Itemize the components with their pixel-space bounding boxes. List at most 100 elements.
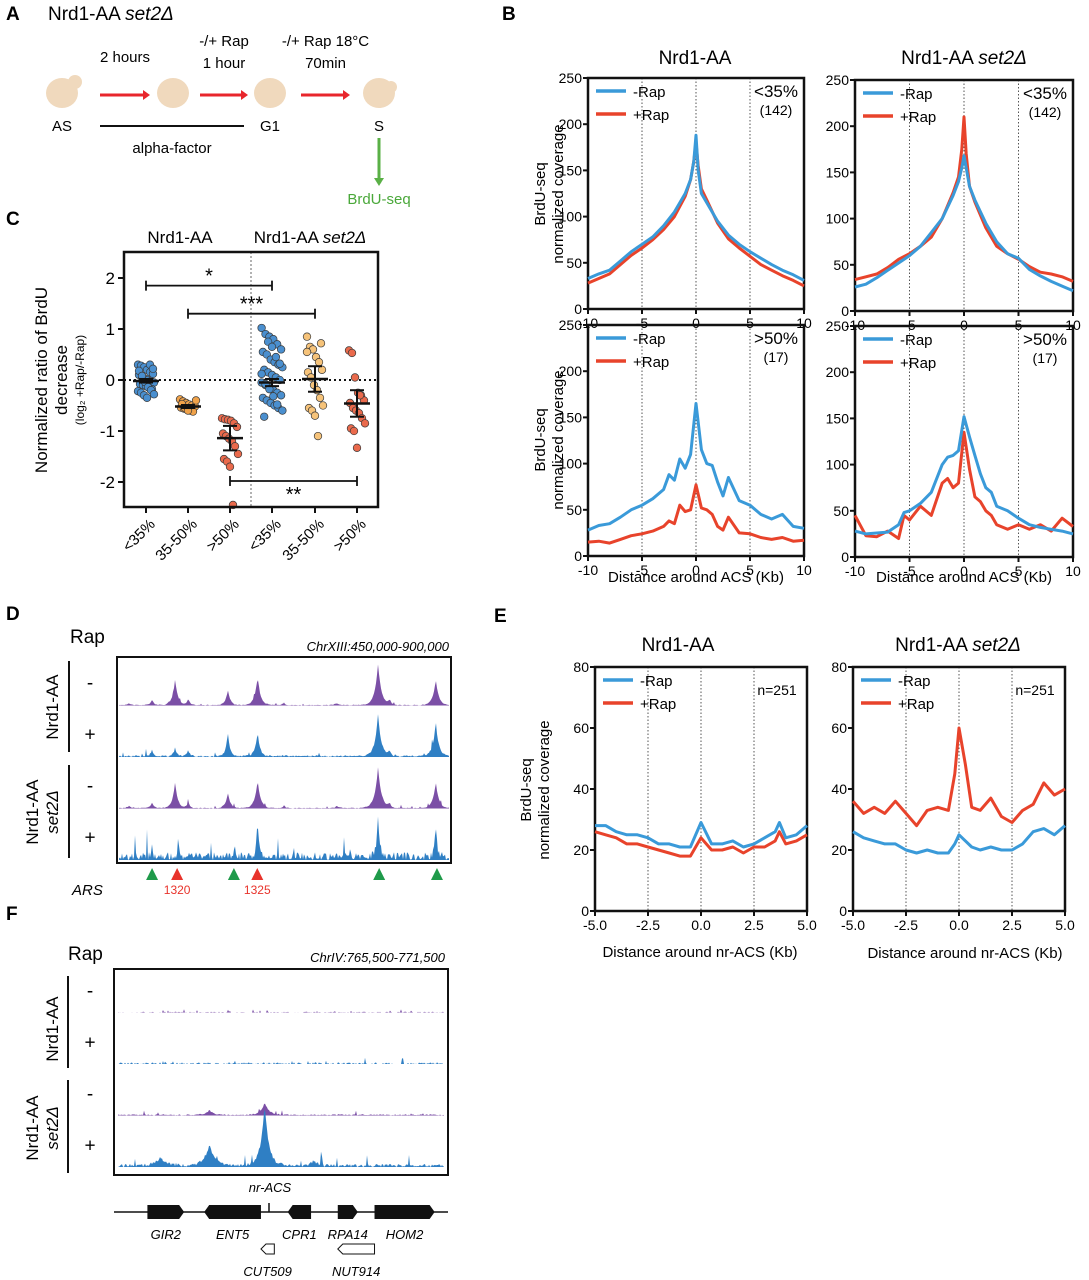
- y-tick-label: 100: [559, 209, 583, 225]
- series-line-plus-rap: [853, 430, 1074, 540]
- panel-b: B Nrd1-AA Nrd1-AA set2Δ BrdU-seq normali…: [502, 4, 1081, 586]
- data-point: [352, 443, 362, 452]
- stage-label: S: [374, 118, 384, 135]
- arrow-head-icon: [343, 90, 350, 100]
- track-sign: +: [84, 1136, 95, 1157]
- x-tick-label: 5.0: [1055, 917, 1075, 933]
- strain-label-nrd1-aa-set2: Nrd1-AA: [23, 779, 42, 845]
- chart-e-right: 0 20 40 60 80 -5.0 -2.5 0.0 2.5 5.0 -Rap +Rap n=251: [831, 659, 1075, 933]
- d-ars-label: ARS: [71, 882, 103, 899]
- data-point: [233, 449, 243, 459]
- y-tick-label: 0: [574, 301, 582, 317]
- y-tick-label: 100: [826, 211, 850, 227]
- gene-label: GIR2: [151, 1227, 182, 1242]
- e-ylabel-1: BrdU-seq: [518, 758, 535, 821]
- series-line-minus-rap: [854, 154, 1074, 293]
- data-point: [313, 431, 323, 441]
- annotation-label: >50%: [1023, 330, 1067, 349]
- y-tick-label: 250: [826, 318, 850, 334]
- step-label-top: 2 hours: [100, 49, 150, 66]
- significance-label: **: [286, 484, 302, 506]
- legend-label: -Rap: [633, 331, 666, 348]
- x-tick-label: 0: [692, 562, 700, 578]
- yeast-cell-icon: [254, 78, 286, 108]
- y-tick-label: 0: [839, 903, 847, 919]
- series-line-plus-rap: [594, 830, 808, 858]
- strain-label-nrd1-aa: Nrd1-AA: [43, 996, 62, 1062]
- track-sign: -: [87, 673, 93, 694]
- gene-arrow-icon: [204, 1205, 261, 1219]
- panel-a: A Nrd1-AA set2Δ AS G1 S 2 hours -/+ Rap 1 hou…: [6, 4, 411, 208]
- x-tick-label: <35%: [245, 516, 284, 555]
- annotation-count: (142): [760, 102, 793, 118]
- series-line-plus-rap: [854, 115, 1074, 283]
- x-tick-label: -5: [903, 563, 916, 579]
- ars-marker-green-icon: [430, 868, 443, 880]
- legend-label: -Rap: [900, 86, 933, 103]
- y-tick-label: 200: [559, 116, 583, 132]
- series-line-minus-rap: [595, 821, 808, 849]
- significance-label: *: [205, 266, 213, 288]
- annotation-label: n=251: [757, 682, 797, 698]
- x-tick-label: 0: [692, 315, 700, 331]
- coverage-track: [119, 714, 449, 757]
- ars-marker-red-icon: [251, 868, 264, 880]
- ars-number-label: 1325: [244, 883, 271, 897]
- ars-marker-red-icon: [171, 868, 184, 880]
- y-tick-label: 250: [559, 70, 583, 86]
- annotation-count: (142): [1029, 104, 1062, 120]
- legend-label: -Rap: [898, 673, 931, 690]
- data-point: [148, 364, 158, 373]
- x-tick-label: 10: [796, 315, 812, 331]
- y-tick-label: 50: [833, 503, 849, 519]
- legend-label: -Rap: [640, 673, 673, 690]
- x-tick-label: 0.0: [949, 917, 969, 933]
- strain-label-set2: set2Δ: [43, 790, 62, 834]
- x-tick-label: >50%: [203, 516, 242, 555]
- y-tick-label: 20: [573, 842, 589, 858]
- data-point: [276, 391, 286, 400]
- b-xlabel-2: Distance around ACS (Kb): [876, 569, 1052, 586]
- significance-label: ***: [240, 294, 264, 316]
- y-tick-label: 150: [826, 164, 850, 180]
- panel-c: C Nrd1-AA Nrd1-AA set2Δ Normalized ratio…: [6, 209, 380, 564]
- noncoding-label: CUT509: [243, 1264, 291, 1279]
- x-tick-label: -10: [578, 562, 598, 578]
- data-point: [269, 392, 278, 401]
- legend-label: +Rap: [898, 696, 934, 713]
- b-ylabel-top-1: BrdU-seq: [532, 162, 549, 225]
- arrow-head-icon: [241, 90, 248, 100]
- y-tick-label: 2: [106, 269, 115, 288]
- gene-annotation: GIR2 ENT5 CPR1 RPA14 HOM2 CUT509 NUT914: [114, 1203, 448, 1279]
- y-tick-label: 80: [831, 659, 847, 675]
- y-tick-label: 50: [833, 257, 849, 273]
- d-rap-header: Rap: [70, 627, 105, 648]
- y-tick-label: 60: [831, 720, 847, 736]
- data-point: [318, 401, 328, 410]
- data-point: [276, 345, 286, 354]
- yeast-cell-icon: [157, 78, 189, 108]
- y-tick-label: 80: [573, 659, 589, 675]
- d-region: ChrXIII:450,000-900,000: [307, 639, 450, 654]
- panel-f: F Rap ChrIV:765,500-771,500 - + - + Nrd1-AA N…: [6, 904, 449, 1279]
- y-tick-label: 20: [831, 842, 847, 858]
- b-xlabel-1: Distance around ACS (Kb): [608, 569, 784, 586]
- f-region: ChrIV:765,500-771,500: [310, 950, 446, 965]
- gene-label: RPA14: [328, 1227, 368, 1242]
- y-tick-label: 150: [559, 162, 583, 178]
- legend-label: +Rap: [900, 109, 936, 126]
- e-xlabel-2: Distance around nr-ACS (Kb): [867, 945, 1062, 962]
- data-point: [302, 332, 312, 341]
- x-tick-label: 0.0: [691, 917, 711, 933]
- panel-label-b: B: [502, 4, 516, 25]
- y-tick-label: 250: [559, 317, 583, 333]
- series-line-minus-rap: [587, 133, 805, 282]
- strain-label-set2: set2Δ: [43, 1106, 62, 1150]
- track-sign: +: [84, 1033, 95, 1054]
- x-tick-label: -5.0: [841, 917, 865, 933]
- annotation-label: <35%: [754, 82, 798, 101]
- f-rap-header: Rap: [68, 944, 103, 965]
- annotation-label: <35%: [1023, 84, 1067, 103]
- y-tick-label: 250: [826, 72, 850, 88]
